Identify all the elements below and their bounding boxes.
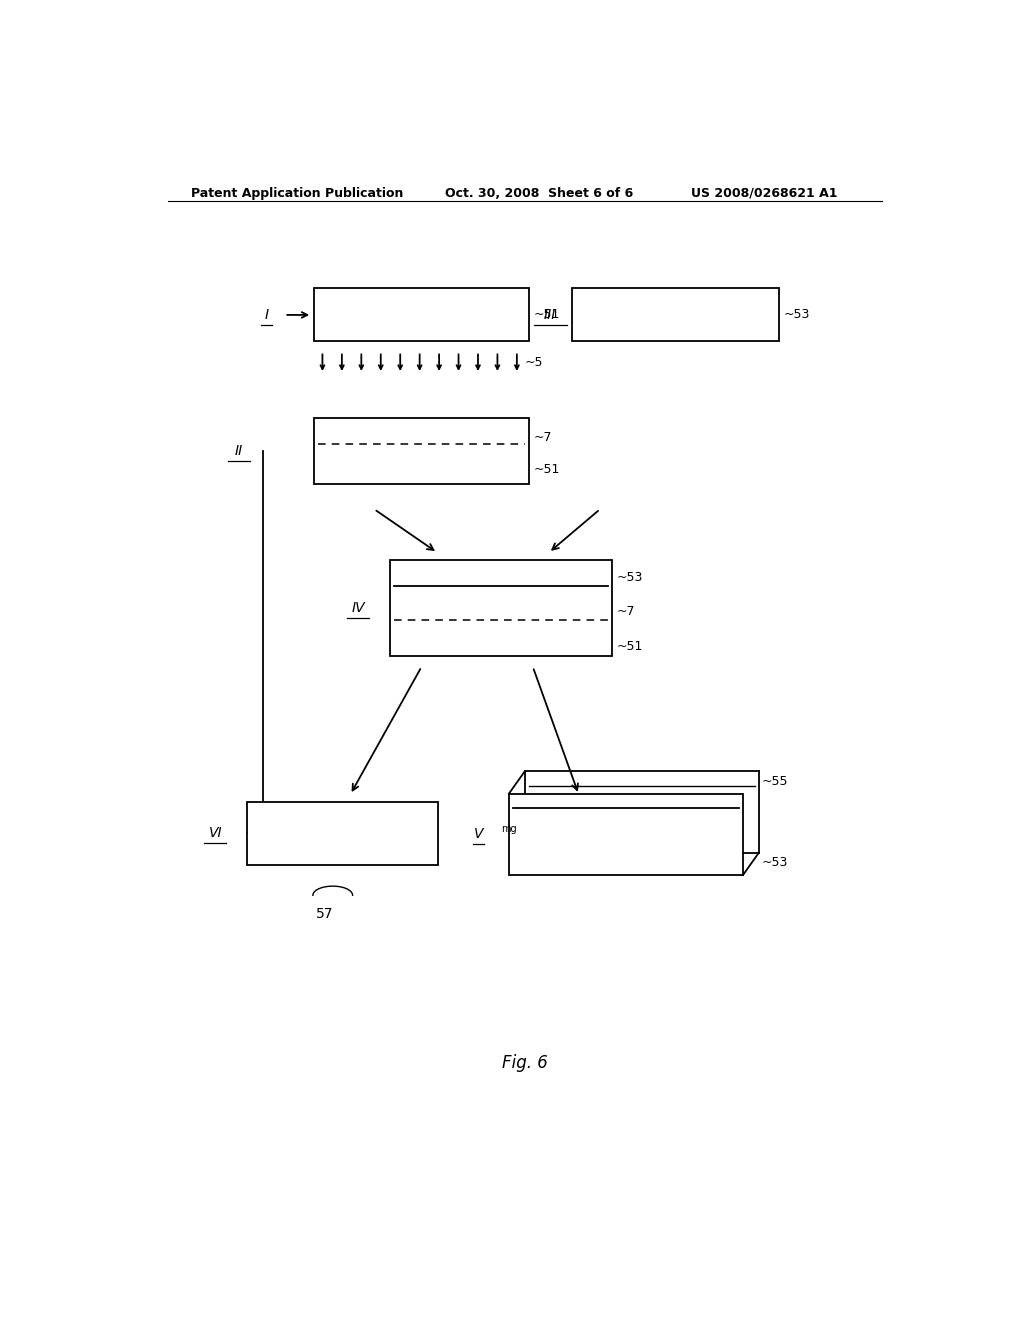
Text: Oct. 30, 2008  Sheet 6 of 6: Oct. 30, 2008 Sheet 6 of 6 — [445, 187, 634, 199]
Text: ~55: ~55 — [762, 775, 788, 788]
Bar — [247, 801, 437, 865]
Text: ~7: ~7 — [534, 432, 552, 445]
Bar — [509, 793, 743, 875]
Text: VI: VI — [209, 826, 222, 841]
Text: 57: 57 — [316, 907, 334, 920]
Text: II: II — [234, 444, 244, 458]
Text: ~51: ~51 — [534, 309, 560, 322]
Text: IV: IV — [351, 601, 365, 615]
Bar — [524, 771, 759, 853]
Text: ~53: ~53 — [783, 309, 810, 322]
Text: ~53: ~53 — [762, 857, 788, 870]
Text: Fig. 6: Fig. 6 — [502, 1053, 548, 1072]
Bar — [314, 289, 528, 342]
Text: ~5: ~5 — [524, 356, 544, 370]
Text: III: III — [544, 308, 556, 322]
Text: V: V — [474, 828, 483, 841]
Bar — [314, 417, 528, 483]
Bar — [572, 289, 779, 342]
Bar — [390, 560, 612, 656]
Text: Patent Application Publication: Patent Application Publication — [191, 187, 403, 199]
Text: I: I — [265, 308, 269, 322]
Text: ~7: ~7 — [616, 605, 635, 618]
Text: ~51: ~51 — [534, 463, 560, 477]
Text: ~51: ~51 — [616, 640, 643, 653]
Text: mg: mg — [501, 824, 517, 834]
Text: ~53: ~53 — [616, 572, 643, 585]
Text: US 2008/0268621 A1: US 2008/0268621 A1 — [691, 187, 838, 199]
